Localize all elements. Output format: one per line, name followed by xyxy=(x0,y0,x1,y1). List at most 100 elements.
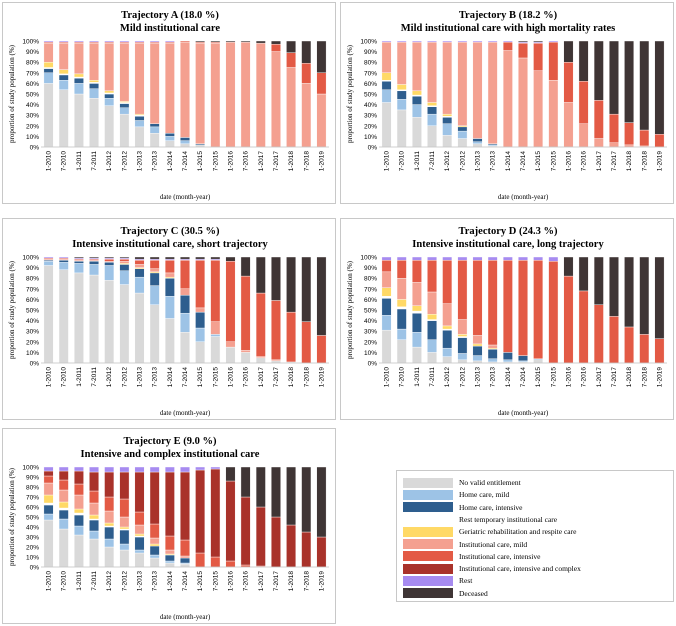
bar-segment-hci xyxy=(442,117,453,124)
bar-segment-hci xyxy=(396,90,407,100)
bar-segment-dec xyxy=(240,40,251,43)
bar-segment-hcm xyxy=(104,265,115,281)
x-tick-label: 7-2011 xyxy=(91,367,98,387)
bar-segment-noval xyxy=(255,357,266,364)
bar-segment-ici xyxy=(316,335,327,364)
bar-segment-ici xyxy=(301,63,312,84)
bar-segment-dec xyxy=(624,256,635,328)
legend-swatch xyxy=(403,526,453,537)
legend-swatch xyxy=(403,514,453,525)
x-tick-label: 7-2011 xyxy=(91,151,98,171)
bar-segment-icm xyxy=(149,537,160,545)
bar-segment-hci xyxy=(149,545,160,556)
x-tick-label: 7-2015 xyxy=(212,367,219,388)
bar-segment-dec xyxy=(195,256,206,260)
legend-item-icc: Institutional care, intensive and comple… xyxy=(403,563,581,574)
bar-segment-rest xyxy=(58,466,69,472)
y-tick-label: 70% xyxy=(26,286,39,293)
bar-segment-icc xyxy=(240,496,251,566)
x-tick-label: 1-2018 xyxy=(288,151,295,172)
legend-label: No valid entitlement xyxy=(459,478,521,487)
y-tick-label: 60% xyxy=(364,81,377,88)
bar-segment-icm xyxy=(195,307,206,313)
y-tick-label: 80% xyxy=(26,485,39,492)
bar-segment-ici xyxy=(134,259,145,265)
bar-segment-rest_temp xyxy=(411,310,422,314)
x-tick-label: 1-2010 xyxy=(46,151,53,172)
bar-segment-dec xyxy=(578,40,589,82)
bar-segment-hci xyxy=(119,529,130,545)
x-tick-label: 7-2013 xyxy=(152,367,159,388)
legend-label: Geriatric rehabilitation and respite car… xyxy=(459,527,577,537)
bar-segment-dec xyxy=(225,256,236,262)
bar-segment-ici xyxy=(286,52,297,68)
bar-segment-icm xyxy=(411,41,422,92)
bar-segment-noval xyxy=(149,133,160,148)
y-tick-label: 90% xyxy=(364,265,377,272)
bar-segment-icm xyxy=(58,489,69,503)
bar-segment-geri xyxy=(427,314,437,320)
legend-label: Rest temporary institutional care xyxy=(459,514,558,524)
x-tick-label: 1-2012 xyxy=(444,367,451,388)
bar-segment-noval xyxy=(89,538,99,568)
chart-title: Trajectory D (24.3 %) xyxy=(459,226,558,237)
bar-segment-hci xyxy=(472,345,483,356)
legend-item-rest_temp: Rest temporary institutional care xyxy=(403,514,557,525)
chart-title: Trajectory E (9.0 %) xyxy=(123,436,217,447)
bar-segment-dec xyxy=(624,40,635,123)
bar-segment-rest xyxy=(73,40,84,43)
bar-segment-icm xyxy=(396,41,407,85)
bar-segment-icm xyxy=(225,341,236,348)
chart-subtitle: Mild institutional care xyxy=(120,23,220,34)
bar-segment-hcm xyxy=(472,355,483,362)
x-tick-label: 7-2015 xyxy=(212,151,219,172)
bar-segment-noval xyxy=(411,346,422,364)
bar-segment-hcm xyxy=(442,347,453,357)
bar-segment-hci xyxy=(195,311,206,329)
bar-segment-ici xyxy=(609,113,619,143)
bar-segment-noval xyxy=(225,346,236,364)
bar-segment-noval xyxy=(73,272,84,364)
bar-segment-hcm xyxy=(89,88,99,99)
bar-segment-icc xyxy=(164,471,175,537)
bar-segment-dec xyxy=(134,256,145,260)
bar-segment-icm xyxy=(381,271,392,288)
bar-segment-rest xyxy=(442,256,453,261)
bar-segment-hci xyxy=(381,81,392,90)
bar-segment-icc xyxy=(89,471,99,492)
bar-segment-icc xyxy=(316,536,327,568)
bar-segment-dec xyxy=(609,40,619,115)
bar-segment-icc xyxy=(271,516,281,568)
bar-segment-noval xyxy=(472,143,483,148)
bar-segment-ici xyxy=(457,259,468,320)
bar-segment-hcm xyxy=(411,332,422,348)
bar-segment-hci xyxy=(164,133,175,137)
y-tick-label: 60% xyxy=(26,297,39,304)
x-tick-label: 1-2016 xyxy=(227,151,234,172)
bar-segment-geri xyxy=(396,84,407,90)
bar-segment-icm xyxy=(58,42,69,70)
bar-segment-icm xyxy=(518,57,528,148)
legend-label: Institutional care, intensive and comple… xyxy=(459,564,581,574)
bar-segment-ici xyxy=(210,259,221,322)
bar-segment-hcm xyxy=(119,270,130,285)
bar-segment-icm xyxy=(240,350,251,353)
bar-segment-rest_temp xyxy=(396,306,407,310)
bar-segment-hcm xyxy=(487,358,498,363)
y-tick-label: 40% xyxy=(26,102,39,109)
y-tick-label: 90% xyxy=(26,265,39,272)
bar-segment-rest_temp xyxy=(43,502,54,506)
bar-segment-hci xyxy=(43,68,54,73)
bar-segment-noval xyxy=(43,265,54,364)
bar-segment-noval xyxy=(533,359,544,364)
bar-segment-noval xyxy=(119,284,130,364)
bar-segment-hcm xyxy=(427,339,437,353)
x-tick-label: 7-2018 xyxy=(303,367,310,388)
bar-segment-noval xyxy=(134,552,145,568)
legend-label: Deceased xyxy=(459,588,488,598)
x-tick-label: 7-2012 xyxy=(459,367,466,388)
bar-segment-ici xyxy=(442,259,453,304)
bar-segment-rest xyxy=(502,256,513,261)
y-tick-label: 100% xyxy=(360,39,377,46)
chart-subtitle: Mild institutional care with high mortal… xyxy=(401,23,615,34)
